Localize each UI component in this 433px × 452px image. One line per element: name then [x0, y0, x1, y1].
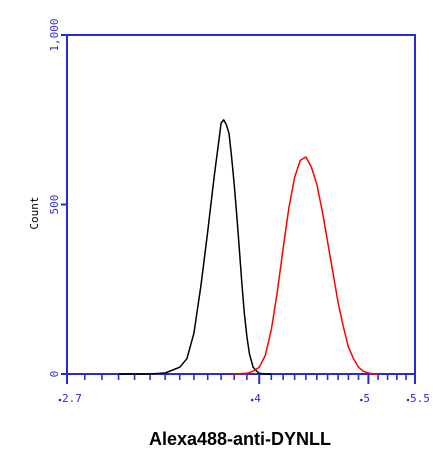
x-tick-label: 5: [363, 392, 370, 405]
x-tick-dot: [250, 398, 254, 402]
histogram-series-2: [234, 156, 379, 375]
y-axis: 0 500 1,000: [48, 18, 67, 377]
x-axis: 2.7 4 5 5.5: [58, 374, 430, 405]
x-tick-dot: [406, 398, 410, 402]
y-axis-label: Count: [28, 196, 41, 229]
plot-frame: [66, 34, 416, 375]
x-tick-label: 5.5: [410, 392, 430, 405]
histogram-series-1: [118, 119, 272, 375]
series-layer: [118, 119, 379, 375]
x-tick-dot: [360, 398, 363, 402]
x-tick-label: 2.7: [62, 392, 82, 405]
x-tick-label: 4: [254, 392, 261, 405]
x-tick-dot: [58, 398, 62, 402]
y-tick-label: 0: [48, 371, 61, 378]
y-tick-label: 1,000: [48, 18, 61, 51]
y-tick-label: 500: [48, 195, 61, 215]
x-axis-label: Alexa488-anti-DYNLL: [149, 429, 331, 449]
